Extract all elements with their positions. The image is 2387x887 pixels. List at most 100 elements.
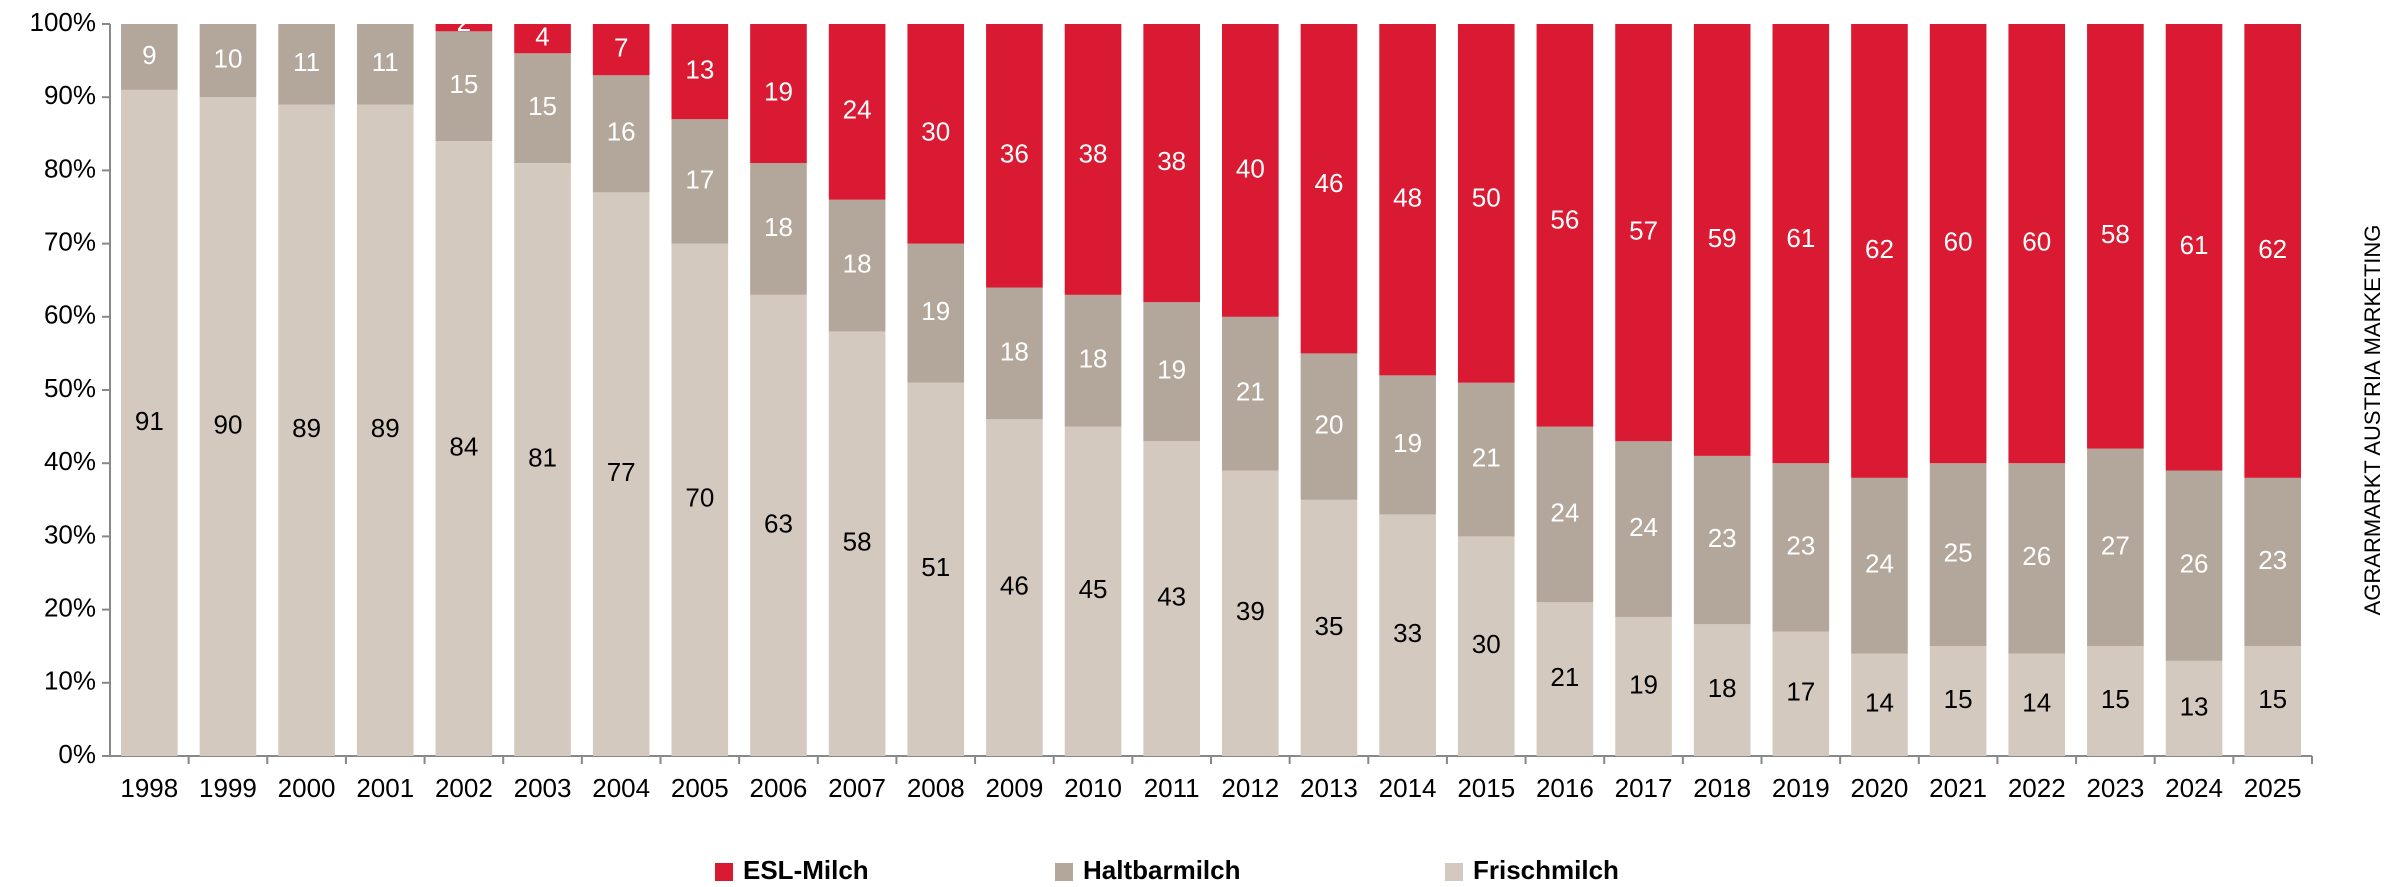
bar-segment xyxy=(1772,24,1830,464)
data-label: 40 xyxy=(1236,153,1265,183)
bar-segment xyxy=(2087,24,2144,449)
bar-segment xyxy=(1064,294,1122,427)
bar-segment xyxy=(1772,631,1830,756)
data-label: 24 xyxy=(1550,497,1579,527)
data-label: 10 xyxy=(214,43,243,73)
data-label: 11 xyxy=(372,47,399,77)
x-tick-label: 2012 xyxy=(1221,773,1279,803)
data-label: 90 xyxy=(214,409,243,439)
bar-segment xyxy=(2008,24,2066,464)
data-label: 13 xyxy=(2180,691,2209,721)
bar-segment xyxy=(907,243,965,383)
data-label: 91 xyxy=(135,406,164,436)
legend-label: ESL-Milch xyxy=(743,855,869,885)
source-note: AGRARMARKT AUSTRIA MARKETING xyxy=(2360,225,2385,616)
data-label: 17 xyxy=(1786,677,1815,707)
data-label: 50 xyxy=(1472,183,1501,213)
data-label: 24 xyxy=(1865,549,1894,579)
bar-segment xyxy=(592,24,650,76)
data-label: 58 xyxy=(2101,219,2130,249)
x-tick-label: 2008 xyxy=(907,773,965,803)
bar-segment xyxy=(1300,353,1358,500)
data-label: 51 xyxy=(921,552,950,582)
bar-segment xyxy=(2087,646,2144,756)
bar-segment xyxy=(1143,302,1200,442)
data-label: 24 xyxy=(843,95,872,125)
bar-segment xyxy=(356,104,414,756)
data-label: 33 xyxy=(1393,618,1422,648)
bar-segment xyxy=(1851,477,1908,654)
bar-segment xyxy=(2008,653,2066,756)
bar-segment xyxy=(435,31,493,142)
bar-segment xyxy=(1615,441,1672,617)
data-label: 35 xyxy=(1315,611,1344,641)
data-label: 26 xyxy=(2022,541,2051,571)
data-label: 18 xyxy=(843,248,872,278)
data-label: 23 xyxy=(1786,530,1815,560)
data-label: 60 xyxy=(1944,226,1973,256)
data-label: 15 xyxy=(528,91,557,121)
y-tick-label: 50% xyxy=(44,373,96,403)
data-label: 30 xyxy=(1472,629,1501,659)
data-label: 61 xyxy=(2180,230,2209,260)
x-tick-label: 2014 xyxy=(1379,773,1437,803)
data-label: 23 xyxy=(1708,523,1737,553)
y-tick-label: 40% xyxy=(44,446,96,476)
bar-segment xyxy=(1457,24,1515,383)
legend-label: Haltbarmilch xyxy=(1083,855,1241,885)
data-label: 19 xyxy=(1157,355,1186,385)
bar-segment xyxy=(1929,24,1987,464)
bar-segment xyxy=(671,24,729,120)
data-label: 30 xyxy=(921,117,950,147)
bar-segment xyxy=(592,75,650,193)
bar-segment xyxy=(2165,24,2223,471)
bar-segment xyxy=(592,192,650,756)
bar-segment xyxy=(986,419,1043,756)
bar-segment xyxy=(750,294,807,756)
bar-segment xyxy=(1222,316,1279,471)
bar-segment xyxy=(199,97,257,756)
x-tick-label: 2005 xyxy=(671,773,729,803)
y-tick-label: 20% xyxy=(44,592,96,622)
data-label: 26 xyxy=(2180,549,2209,579)
data-label: 59 xyxy=(1708,223,1737,253)
bars xyxy=(121,24,2301,756)
bar-segment xyxy=(1457,536,1515,756)
bar-segment xyxy=(1693,624,1751,756)
data-label: 58 xyxy=(843,527,872,557)
data-label: 81 xyxy=(528,442,557,472)
x-tick-label: 2023 xyxy=(2086,773,2144,803)
x-tick-label: 2013 xyxy=(1300,773,1358,803)
bar-segment xyxy=(986,287,1043,420)
bar-segment xyxy=(986,24,1043,288)
data-label: 18 xyxy=(1708,673,1737,703)
data-label: 18 xyxy=(764,212,793,242)
data-label: 62 xyxy=(2258,234,2287,264)
data-label: 61 xyxy=(1786,223,1815,253)
data-label: 15 xyxy=(449,69,478,99)
bar-segment xyxy=(278,104,335,756)
data-label: 16 xyxy=(607,117,636,147)
bar-segment xyxy=(1615,616,1672,756)
bar-segment xyxy=(356,24,414,105)
bar-segment xyxy=(828,331,886,756)
data-label: 25 xyxy=(1944,538,1973,568)
bar-segment xyxy=(671,243,729,756)
data-label: 89 xyxy=(371,413,400,443)
data-label: 19 xyxy=(1629,669,1658,699)
bar-segment xyxy=(514,163,571,756)
bar-segment xyxy=(278,24,335,105)
bar-segment xyxy=(199,24,257,98)
x-tick-label: 2019 xyxy=(1772,773,1830,803)
bar-segment xyxy=(1379,375,1436,515)
data-label: 56 xyxy=(1550,205,1579,235)
data-label: 19 xyxy=(921,296,950,326)
data-label: 20 xyxy=(1315,409,1344,439)
x-tick-label: 2010 xyxy=(1064,773,1122,803)
x-tick-label: 2006 xyxy=(750,773,808,803)
bar-segment xyxy=(1064,426,1122,756)
x-tick-label: 2024 xyxy=(2165,773,2223,803)
bar-segment xyxy=(1929,463,1987,647)
bar-segment xyxy=(1851,24,1908,478)
